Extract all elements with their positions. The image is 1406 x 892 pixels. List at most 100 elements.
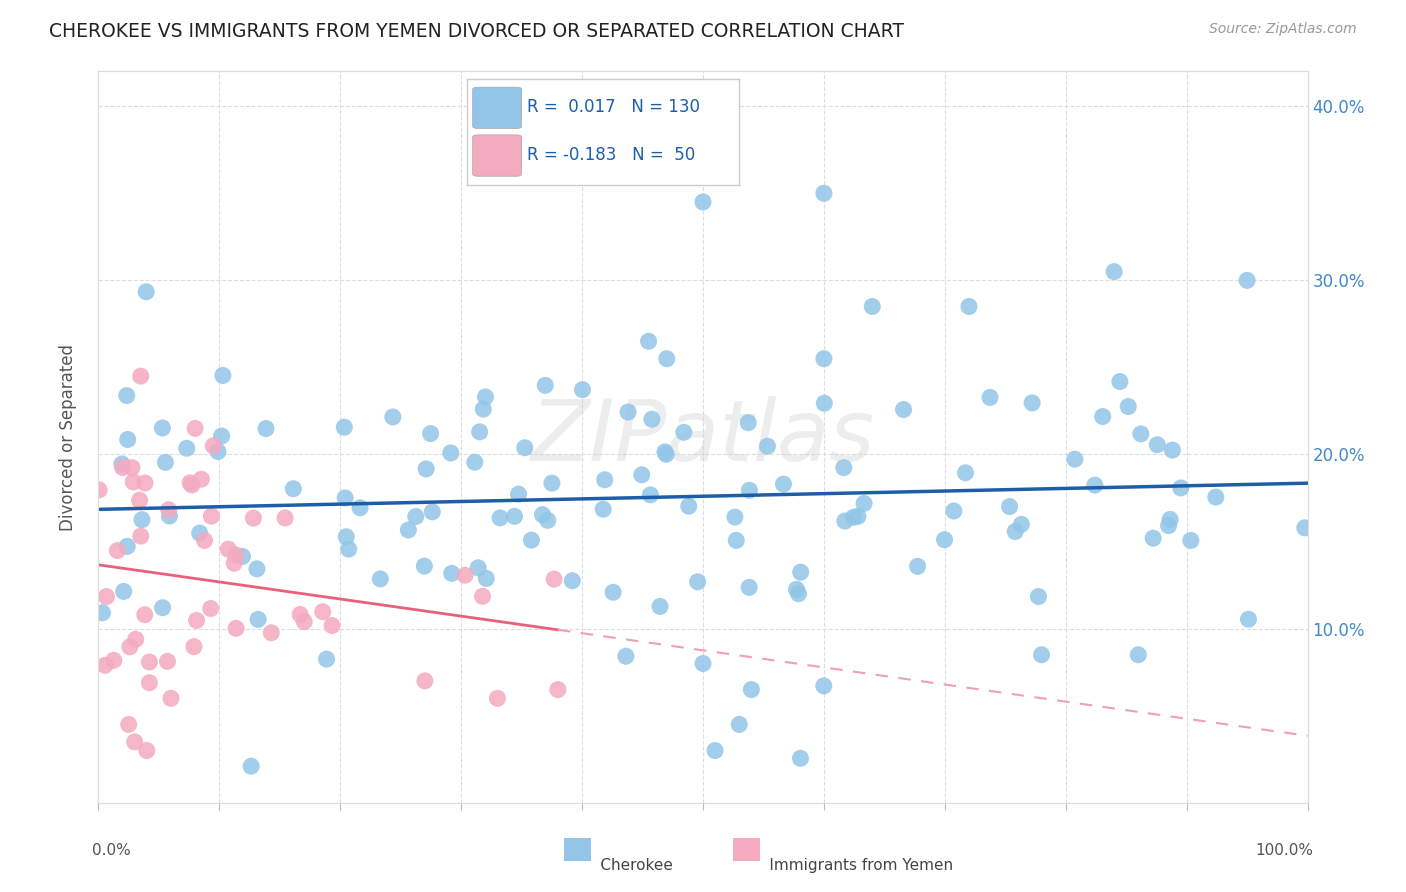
Point xyxy=(508,487,530,501)
Point xyxy=(290,607,312,622)
Point xyxy=(200,509,222,524)
Point xyxy=(333,491,356,505)
Point xyxy=(489,511,512,525)
Text: 0.0%: 0.0% xyxy=(93,843,131,858)
Point xyxy=(503,509,526,524)
Point xyxy=(686,574,709,589)
Point xyxy=(440,446,463,460)
Point xyxy=(593,473,616,487)
Point xyxy=(415,462,437,476)
Point xyxy=(740,682,762,697)
Point xyxy=(349,500,371,515)
Point xyxy=(157,502,180,516)
Point xyxy=(614,649,637,664)
Point xyxy=(396,523,419,537)
Point xyxy=(337,542,360,557)
Point xyxy=(420,505,443,519)
Point xyxy=(115,388,138,402)
Point xyxy=(138,675,160,690)
Point xyxy=(115,540,138,554)
Point xyxy=(1028,590,1050,604)
Point xyxy=(541,476,564,491)
Point xyxy=(242,511,264,525)
Point xyxy=(1031,648,1053,662)
Point xyxy=(475,571,498,585)
Point xyxy=(725,533,748,548)
Point xyxy=(135,285,157,299)
Point xyxy=(942,504,965,518)
Point xyxy=(231,549,253,564)
Point xyxy=(738,483,761,498)
Point xyxy=(292,615,315,629)
Point xyxy=(907,559,929,574)
Point xyxy=(1128,648,1150,662)
Point xyxy=(96,590,118,604)
Point xyxy=(190,472,212,486)
Point xyxy=(738,580,761,594)
Point xyxy=(1063,452,1085,467)
Point xyxy=(260,625,283,640)
Point xyxy=(413,559,436,574)
Point xyxy=(1294,521,1316,535)
Point xyxy=(637,334,659,349)
Point xyxy=(602,585,624,599)
Point xyxy=(440,566,463,581)
Text: Cherokee: Cherokee xyxy=(576,858,673,872)
Point xyxy=(111,460,134,475)
Point xyxy=(124,735,146,749)
Point xyxy=(183,640,205,654)
Point xyxy=(135,743,157,757)
Point xyxy=(159,508,181,523)
Text: ZIPatlas: ZIPatlas xyxy=(531,395,875,479)
Point xyxy=(737,416,759,430)
Point xyxy=(772,477,794,491)
Point xyxy=(1170,481,1192,495)
Point xyxy=(934,533,956,547)
Point xyxy=(1142,531,1164,545)
Point xyxy=(217,542,239,557)
Point xyxy=(464,455,486,469)
Point xyxy=(571,383,593,397)
Point xyxy=(1180,533,1202,548)
Point xyxy=(1129,426,1152,441)
Point xyxy=(474,390,496,404)
Point xyxy=(117,433,139,447)
Point xyxy=(998,500,1021,514)
Point xyxy=(832,460,855,475)
Point xyxy=(138,655,160,669)
Point xyxy=(467,561,489,575)
Point xyxy=(176,442,198,456)
Point xyxy=(534,378,557,392)
Point xyxy=(89,483,111,497)
Point xyxy=(1116,400,1139,414)
Point xyxy=(860,300,883,314)
Point xyxy=(704,743,727,757)
Point xyxy=(225,548,247,562)
Point xyxy=(184,421,207,435)
Point xyxy=(486,691,509,706)
Point xyxy=(728,717,751,731)
Point xyxy=(129,369,152,384)
Point xyxy=(118,640,141,654)
Point xyxy=(789,565,811,579)
Point xyxy=(1157,518,1180,533)
Point xyxy=(181,478,204,492)
Point xyxy=(692,194,714,209)
Point xyxy=(335,530,357,544)
Point xyxy=(129,529,152,543)
Point xyxy=(152,421,174,435)
Point xyxy=(1102,265,1125,279)
Point xyxy=(513,441,536,455)
Point xyxy=(315,652,337,666)
Point xyxy=(160,691,183,706)
Point xyxy=(654,445,676,459)
Point xyxy=(274,511,297,525)
Point xyxy=(1159,512,1181,526)
Point xyxy=(672,425,695,440)
Point xyxy=(212,368,235,383)
Point xyxy=(131,513,153,527)
Point xyxy=(321,618,343,632)
Text: Source: ZipAtlas.com: Source: ZipAtlas.com xyxy=(1209,22,1357,37)
Point xyxy=(240,759,263,773)
Point xyxy=(207,444,229,458)
